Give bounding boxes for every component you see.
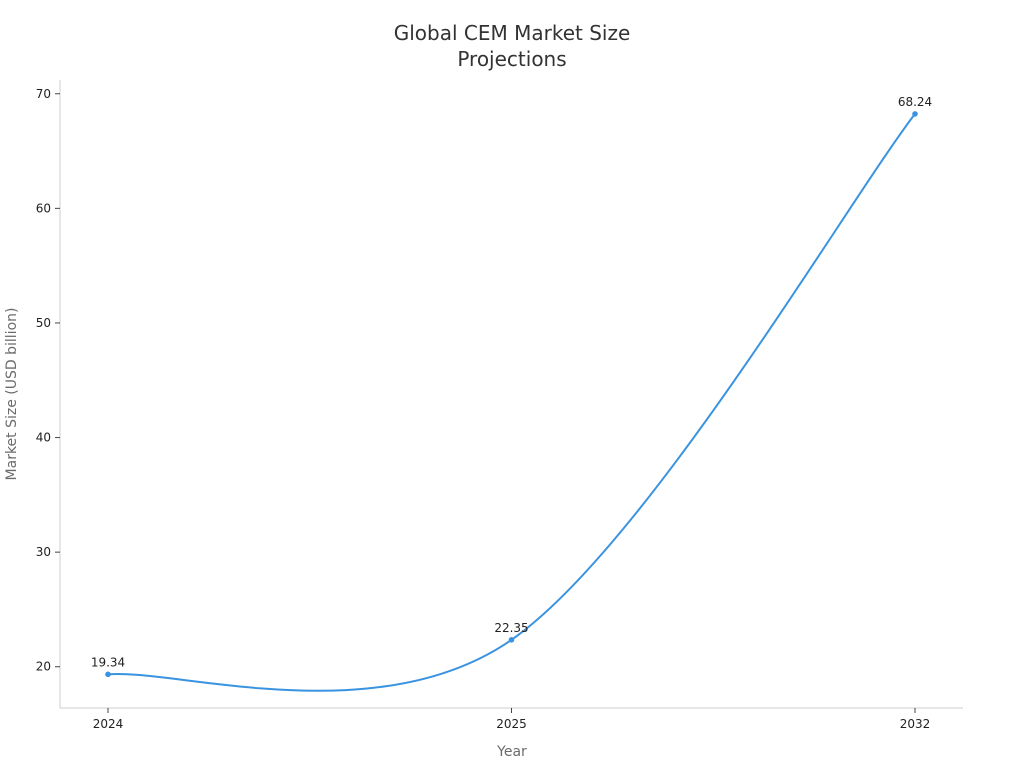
- data-point: [105, 671, 111, 678]
- data-label: 22.35: [494, 621, 528, 635]
- x-tick-label: 2024: [93, 717, 124, 731]
- y-tick-label: 50: [36, 316, 51, 330]
- y-tick-label: 20: [36, 660, 51, 674]
- x-tick-label: 2025: [496, 717, 527, 731]
- axes: 20 30 40 50 60 70 2024 2025 2032: [36, 80, 963, 731]
- y-tick-label: 40: [36, 431, 51, 445]
- x-axis-title: Year: [496, 744, 527, 760]
- y-tick-label: 30: [36, 545, 51, 559]
- data-point: [912, 111, 918, 117]
- chart-title-line-2: Projections: [457, 47, 566, 71]
- data-label: 19.34: [91, 655, 125, 669]
- series-layer: [105, 111, 918, 692]
- y-axis-title: Market Size (USD billion): [4, 308, 20, 481]
- y-tick-label: 70: [36, 87, 51, 101]
- chart-title-line-1: Global CEM Market Size: [394, 21, 631, 45]
- data-point: [508, 637, 515, 643]
- data-labels: 19.34 22.35 68.24: [91, 95, 932, 669]
- series-line: [107, 113, 916, 692]
- x-tick-label: 2032: [900, 717, 931, 731]
- data-label: 68.24: [898, 95, 932, 109]
- y-tick-label: 60: [36, 201, 51, 215]
